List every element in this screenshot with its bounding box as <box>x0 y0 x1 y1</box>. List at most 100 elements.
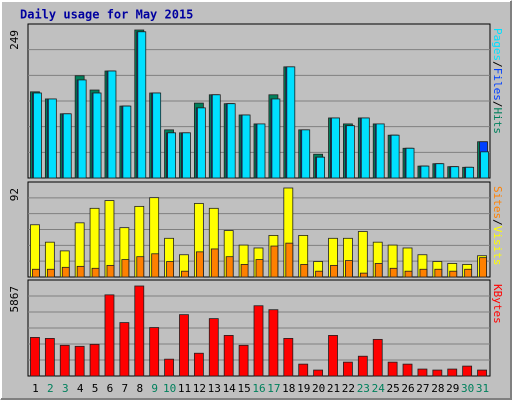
bar <box>182 132 191 179</box>
x-tick-label: 19 <box>297 382 310 395</box>
legend-entry: Visits <box>491 226 504 266</box>
bar <box>61 266 70 278</box>
bar <box>62 113 72 179</box>
x-tick-label: 30 <box>461 382 474 395</box>
y-tick-label: 92 <box>8 188 21 201</box>
bar <box>402 363 413 377</box>
bar <box>74 345 85 377</box>
bar <box>59 344 70 377</box>
bar <box>301 129 311 179</box>
bar <box>179 314 189 377</box>
legend-separator: / <box>491 101 504 108</box>
bar <box>166 261 174 278</box>
bar <box>298 363 309 377</box>
bar <box>387 361 398 377</box>
bar <box>241 114 251 179</box>
bar <box>268 309 279 377</box>
bar <box>195 251 204 278</box>
bar <box>196 107 206 179</box>
bar <box>255 259 264 278</box>
bar <box>208 318 219 377</box>
bar <box>286 66 296 179</box>
x-tick-label: 12 <box>193 382 206 395</box>
bar <box>449 270 458 278</box>
bar <box>119 322 130 377</box>
bar <box>479 257 487 278</box>
bar <box>432 369 443 377</box>
x-tick-label: 17 <box>267 382 280 395</box>
bar <box>164 358 174 377</box>
bar <box>193 352 204 377</box>
bar <box>181 270 189 278</box>
bar <box>300 264 309 278</box>
bar <box>121 259 130 278</box>
bar <box>271 98 281 179</box>
x-tick-label: 13 <box>208 382 221 395</box>
legend-entry: Sites <box>491 186 504 219</box>
x-tick-label: 15 <box>237 382 250 395</box>
x-tick-label: 24 <box>372 382 386 395</box>
bar <box>210 248 219 278</box>
bar <box>328 335 338 377</box>
x-tick-label: 4 <box>77 382 84 395</box>
bar <box>223 335 234 377</box>
bar <box>270 245 279 278</box>
bar <box>44 338 55 377</box>
bar <box>375 123 385 179</box>
bar <box>480 151 489 179</box>
x-tick-label: 9 <box>151 382 158 395</box>
bar <box>372 338 383 377</box>
y-tick-label: 5867 <box>8 286 21 313</box>
bar <box>122 105 132 179</box>
bar <box>89 207 100 278</box>
bar <box>46 268 55 278</box>
bar <box>283 338 294 377</box>
x-tick-label: 21 <box>327 382 340 395</box>
bar <box>360 117 370 179</box>
bar <box>107 70 117 179</box>
bar <box>77 79 87 179</box>
bar <box>330 264 338 278</box>
chart-title: Daily usage for May 2015 <box>20 8 193 22</box>
x-tick-label: 27 <box>416 382 429 395</box>
bar <box>76 265 85 278</box>
x-tick-label: 8 <box>136 382 143 395</box>
x-tick-label: 18 <box>282 382 295 395</box>
bar <box>359 272 368 278</box>
x-tick-label: 5 <box>92 382 99 395</box>
bar <box>33 92 42 179</box>
bar <box>104 294 115 377</box>
bar <box>404 270 413 278</box>
bar <box>357 355 368 377</box>
x-tick-label: 31 <box>476 382 489 395</box>
x-tick-label: 29 <box>446 382 459 395</box>
legend-entry: Pages <box>491 28 504 61</box>
bar <box>447 368 458 377</box>
bar <box>89 343 100 377</box>
x-tick-label: 25 <box>387 382 400 395</box>
bar <box>256 123 266 179</box>
bar <box>405 147 415 179</box>
bar <box>389 267 398 278</box>
bar <box>167 132 176 179</box>
bar <box>91 267 100 278</box>
bar <box>211 94 221 179</box>
bar <box>313 369 324 377</box>
bar <box>357 231 368 278</box>
y-tick-label: 249 <box>8 30 21 50</box>
x-tick-label: 22 <box>342 382 355 395</box>
bar <box>92 92 102 179</box>
bar <box>47 98 57 179</box>
x-tick-label: 26 <box>401 382 414 395</box>
bar <box>151 253 160 278</box>
bar <box>465 166 475 179</box>
x-tick-label: 28 <box>431 382 444 395</box>
legend: Sites/Visits <box>491 186 504 266</box>
legend-separator: / <box>491 61 504 68</box>
bar <box>345 260 353 278</box>
x-tick-label: 20 <box>312 382 325 395</box>
x-tick-label: 1 <box>32 382 39 395</box>
bar <box>136 256 145 278</box>
